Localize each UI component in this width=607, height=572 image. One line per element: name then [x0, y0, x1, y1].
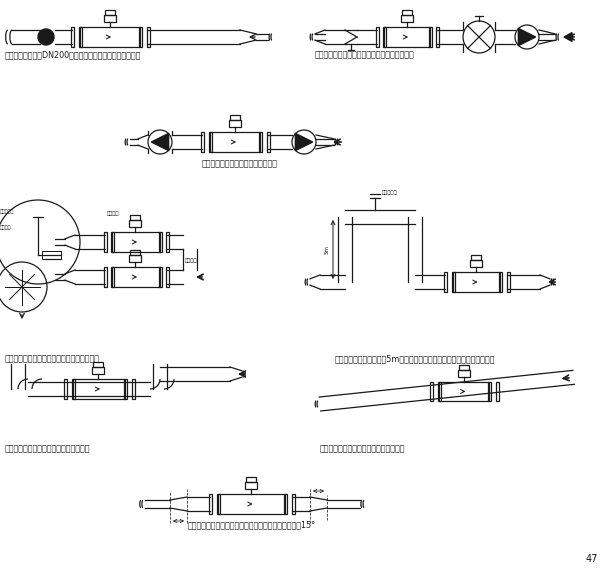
- Bar: [132, 379, 135, 399]
- Bar: [229, 120, 241, 127]
- Bar: [105, 10, 115, 15]
- Bar: [112, 267, 160, 287]
- Bar: [138, 27, 141, 47]
- Text: 47: 47: [586, 554, 598, 564]
- Text: 为避免夹附气体引起测量误差，流量计的安装: 为避免夹附气体引起测量误差，流量计的安装: [5, 354, 100, 363]
- Text: 在大口径流量计（DN200以上）安装管线上要加接弹性管件: 在大口径流量计（DN200以上）安装管线上要加接弹性管件: [5, 50, 141, 59]
- Text: 为防止真空，流量计应装在泵的后面: 为防止真空，流量计应装在泵的后面: [202, 159, 278, 168]
- Text: 为防止真空，落差管超过5m长时要在流量计下流最高位置上装自动排气鄀: 为防止真空，落差管超过5m长时要在流量计下流最高位置上装自动排气鄀: [335, 354, 495, 363]
- Text: 管口潜入或排放流量计安装在管道低段区: 管口潜入或排放流量计安装在管道低段区: [5, 444, 90, 453]
- Bar: [104, 267, 106, 287]
- Bar: [104, 232, 106, 252]
- Bar: [158, 232, 161, 252]
- Bar: [200, 132, 203, 152]
- Circle shape: [38, 29, 54, 45]
- Bar: [218, 494, 285, 514]
- Bar: [78, 27, 81, 47]
- Bar: [496, 382, 499, 401]
- Bar: [166, 267, 169, 287]
- Bar: [401, 15, 413, 22]
- Text: 自动排气孔: 自动排气孔: [382, 190, 398, 195]
- Polygon shape: [151, 133, 169, 150]
- Bar: [382, 27, 385, 47]
- Text: 水平管道流量计安装在斜稍向上的管道区: 水平管道流量计安装在斜稍向上的管道区: [320, 444, 405, 453]
- Text: 合理位置: 合理位置: [185, 258, 197, 263]
- Bar: [110, 267, 114, 287]
- Bar: [93, 362, 103, 367]
- Bar: [506, 272, 509, 292]
- Text: 5m: 5m: [325, 245, 330, 254]
- Bar: [166, 232, 169, 252]
- Bar: [444, 272, 447, 292]
- Bar: [430, 382, 433, 401]
- Bar: [470, 260, 482, 267]
- Bar: [402, 10, 412, 15]
- Bar: [208, 132, 211, 152]
- Text: 管道最高点: 管道最高点: [0, 209, 15, 213]
- Bar: [130, 215, 140, 220]
- Bar: [92, 367, 104, 374]
- Bar: [259, 132, 262, 152]
- Polygon shape: [518, 29, 535, 46]
- Bar: [246, 477, 256, 482]
- Bar: [73, 379, 125, 399]
- Bar: [266, 132, 270, 152]
- Bar: [376, 27, 379, 47]
- Bar: [208, 494, 211, 514]
- Polygon shape: [296, 133, 313, 150]
- Text: 长管线上控制阀和切断鄀要安装在流量计的下游: 长管线上控制阀和切断鄀要安装在流量计的下游: [315, 50, 415, 59]
- Bar: [438, 382, 441, 401]
- Bar: [64, 379, 67, 399]
- Bar: [72, 379, 75, 399]
- Bar: [291, 494, 294, 514]
- Bar: [488, 382, 491, 401]
- Bar: [439, 382, 489, 401]
- Polygon shape: [564, 33, 572, 41]
- Bar: [459, 365, 469, 370]
- Bar: [158, 267, 161, 287]
- Text: 最差位置: 最差位置: [107, 211, 120, 216]
- Bar: [129, 220, 141, 227]
- Bar: [112, 232, 160, 252]
- Bar: [230, 115, 240, 120]
- Bar: [435, 27, 438, 47]
- Bar: [80, 27, 140, 47]
- Bar: [42, 251, 61, 259]
- Text: 流量计上下游管道为异径管时，异径管中心锥角应小于15°: 流量计上下游管道为异径管时，异径管中心锥角应小于15°: [188, 520, 316, 529]
- Bar: [458, 370, 470, 376]
- Bar: [210, 132, 260, 152]
- Bar: [384, 27, 430, 47]
- Bar: [70, 27, 73, 47]
- Bar: [453, 272, 500, 292]
- Bar: [471, 255, 481, 260]
- Bar: [123, 379, 126, 399]
- Bar: [217, 494, 220, 514]
- Bar: [498, 272, 501, 292]
- Bar: [110, 232, 114, 252]
- Bar: [104, 15, 116, 22]
- Bar: [129, 255, 141, 262]
- Bar: [429, 27, 432, 47]
- Bar: [146, 27, 149, 47]
- Bar: [452, 272, 455, 292]
- Text: 向下管道: 向下管道: [0, 225, 12, 231]
- Bar: [130, 250, 140, 255]
- Bar: [245, 482, 257, 489]
- Bar: [283, 494, 287, 514]
